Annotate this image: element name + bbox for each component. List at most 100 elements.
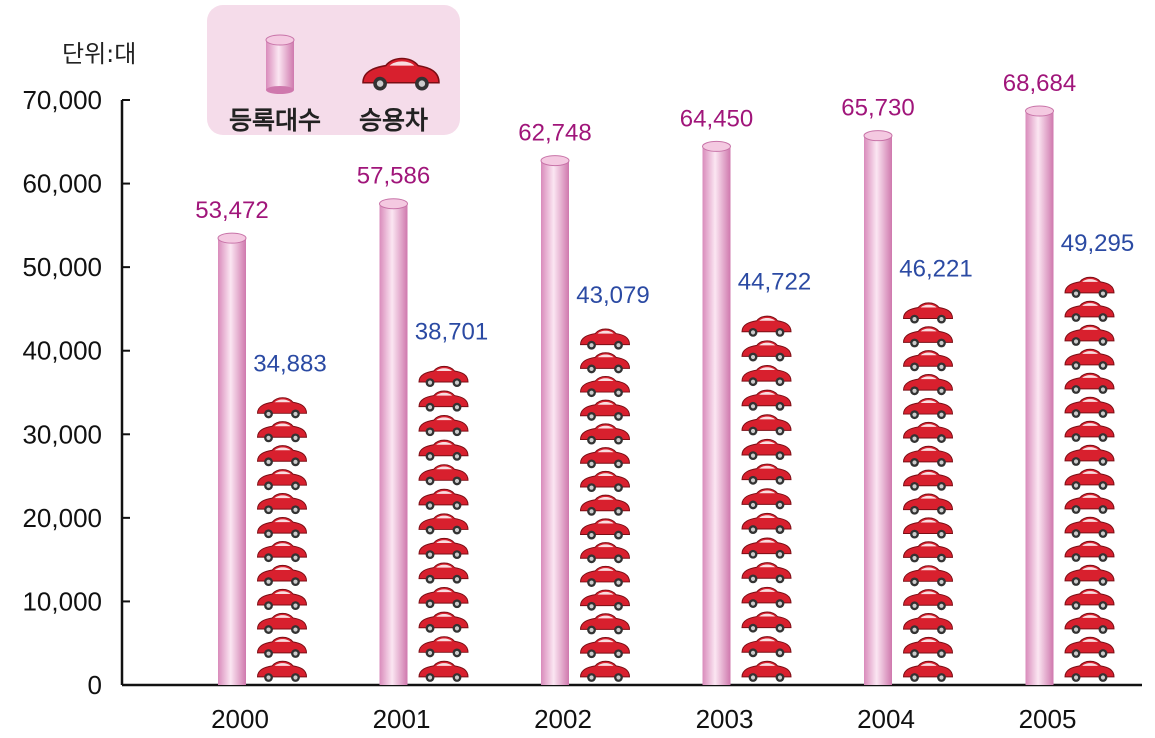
car-icon bbox=[741, 562, 792, 584]
x-tick-label: 2004 bbox=[857, 704, 915, 734]
car-bar bbox=[741, 315, 792, 683]
car-icon bbox=[256, 492, 308, 515]
total-bar bbox=[540, 155, 570, 685]
y-tick-label: 30,000 bbox=[22, 419, 102, 449]
car-icon bbox=[256, 588, 308, 611]
total-bar-body bbox=[1025, 110, 1054, 686]
car-icon bbox=[902, 541, 954, 564]
car-icon bbox=[256, 397, 308, 419]
car-icon bbox=[256, 445, 308, 467]
total-value-label: 62,748 bbox=[518, 120, 591, 147]
total-value-label: 68,684 bbox=[1003, 70, 1076, 97]
car-icon bbox=[1064, 636, 1115, 659]
y-tick-label: 0 bbox=[88, 670, 102, 700]
car-icon bbox=[579, 494, 631, 517]
car-bar bbox=[418, 365, 469, 683]
car-icon bbox=[579, 541, 631, 564]
car-icon bbox=[256, 516, 308, 539]
car-icon bbox=[902, 565, 954, 587]
car-icon bbox=[418, 488, 469, 511]
car-icon bbox=[1064, 492, 1115, 515]
total-value-label: 53,472 bbox=[195, 197, 268, 224]
total-bar-body bbox=[218, 238, 246, 685]
car-icon bbox=[418, 414, 469, 437]
car-icon bbox=[1064, 300, 1115, 323]
car-value-label: 46,221 bbox=[899, 256, 972, 283]
y-tick-label: 10,000 bbox=[22, 586, 102, 616]
car-icon bbox=[1064, 348, 1115, 371]
car-icon bbox=[1064, 372, 1115, 395]
total-bar bbox=[863, 130, 893, 685]
total-bar bbox=[1025, 105, 1054, 686]
car-icon bbox=[579, 470, 631, 493]
car-icon bbox=[1064, 468, 1115, 491]
car-icon bbox=[1064, 540, 1115, 563]
car-icon bbox=[362, 57, 440, 91]
car-icon bbox=[741, 414, 792, 437]
car-icon bbox=[902, 612, 954, 635]
car-icon bbox=[418, 562, 469, 585]
car-icon bbox=[741, 512, 792, 535]
x-tick-label: 2000 bbox=[211, 704, 269, 734]
legend: 등록대수 승용차 bbox=[207, 5, 460, 135]
car-icon bbox=[902, 326, 954, 349]
car-value-label: 38,701 bbox=[415, 319, 488, 346]
y-tick-label: 70,000 bbox=[22, 85, 102, 115]
total-bar bbox=[217, 232, 247, 685]
car-icon bbox=[418, 513, 469, 536]
car-icon bbox=[741, 635, 792, 658]
car-icon bbox=[418, 611, 469, 634]
total-bar-top bbox=[217, 232, 247, 244]
y-tick-label: 20,000 bbox=[22, 503, 102, 533]
car-icon bbox=[579, 589, 631, 612]
car-icon bbox=[579, 660, 631, 683]
total-value-label: 57,586 bbox=[357, 163, 430, 190]
car-icon bbox=[418, 636, 469, 658]
car-icon bbox=[1064, 420, 1115, 443]
car-icon bbox=[256, 660, 308, 683]
car-icon bbox=[902, 350, 954, 372]
car-icon bbox=[902, 493, 954, 516]
car-icon bbox=[902, 517, 954, 540]
car-icon bbox=[579, 328, 631, 351]
car-bar bbox=[256, 397, 308, 683]
chart-marks: 53,472 34,883 57,586 38,701 62,748 43,079 64,4… bbox=[195, 70, 1134, 686]
x-tick-label: 2002 bbox=[534, 704, 592, 734]
car-icon bbox=[418, 365, 469, 388]
car-icon bbox=[741, 315, 792, 338]
car-icon bbox=[256, 612, 308, 635]
total-bar-top bbox=[702, 140, 731, 152]
car-icon bbox=[902, 588, 954, 611]
total-bar-body bbox=[541, 160, 569, 685]
car-icon bbox=[418, 464, 469, 486]
car-icon bbox=[256, 421, 308, 443]
car-icon bbox=[1064, 396, 1115, 419]
car-icon bbox=[579, 565, 631, 588]
car-icon bbox=[1064, 276, 1115, 299]
car-icon bbox=[741, 463, 792, 486]
car-icon bbox=[1064, 516, 1115, 539]
total-bar-top bbox=[863, 130, 893, 142]
car-icon bbox=[579, 352, 631, 374]
car-icon bbox=[741, 389, 792, 412]
x-tick-label: 2001 bbox=[373, 704, 431, 734]
car-icon bbox=[1064, 588, 1115, 611]
car-icon bbox=[741, 488, 792, 510]
axes: 0 10,000 20,000 30,000 40,000 50,000 60,000 70,… bbox=[22, 85, 1142, 734]
car-icon bbox=[418, 390, 469, 413]
car-icon bbox=[902, 445, 954, 468]
car-icon bbox=[579, 636, 631, 659]
total-bar-top bbox=[540, 155, 570, 167]
car-bar bbox=[902, 302, 954, 683]
cylinder-icon bbox=[265, 34, 295, 94]
total-value-label: 64,450 bbox=[680, 105, 753, 132]
car-icon bbox=[579, 447, 631, 469]
car-icon bbox=[256, 540, 308, 563]
car-value-label: 44,722 bbox=[738, 268, 811, 295]
car-icon bbox=[741, 438, 792, 461]
car-icon bbox=[1064, 660, 1115, 683]
car-bar bbox=[579, 328, 631, 683]
car-icon bbox=[256, 564, 308, 587]
total-bar-top bbox=[1025, 105, 1054, 117]
